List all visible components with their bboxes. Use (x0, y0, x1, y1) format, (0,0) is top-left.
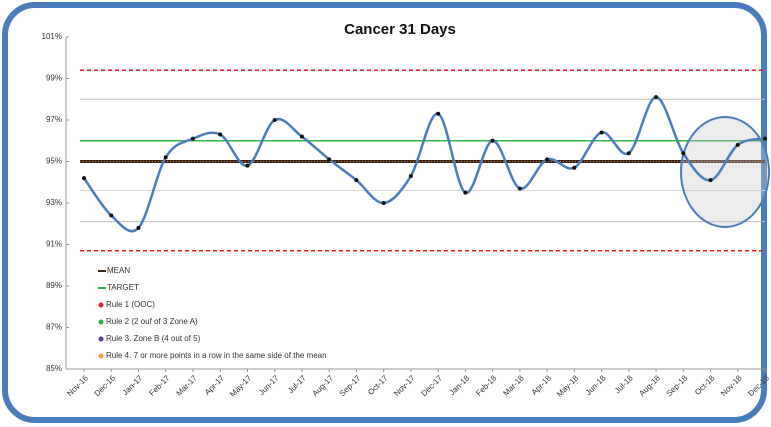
y-tick-label: 97% (46, 115, 62, 124)
y-tick-label: 99% (46, 74, 62, 83)
legend-label: TARGET (107, 283, 139, 292)
data-point (681, 151, 686, 156)
data-point (245, 163, 250, 168)
data-point (354, 178, 359, 183)
y-tick-label: 89% (46, 281, 62, 290)
legend-dot (98, 319, 104, 325)
data-point (517, 186, 522, 191)
data-point (82, 176, 86, 181)
y-tick-label: 101% (42, 32, 62, 41)
data-point (490, 138, 495, 143)
data-point (763, 136, 767, 141)
data-point (572, 165, 577, 170)
data-point (408, 174, 413, 179)
data-point (190, 136, 195, 141)
data-point (626, 151, 631, 156)
data-point (381, 201, 386, 205)
data-point (327, 157, 332, 162)
y-tick-label: 93% (46, 198, 62, 207)
legend-dot (98, 336, 104, 342)
data-point (163, 155, 168, 160)
chart-title: Cancer 31 Days (344, 21, 456, 38)
y-tick-label: 87% (46, 323, 62, 332)
data-point (272, 118, 277, 122)
legend-label: MEAN (107, 266, 130, 275)
data-point (109, 213, 114, 218)
y-tick-label: 91% (46, 240, 62, 249)
legend-dot (98, 353, 104, 359)
legend-dot (98, 302, 104, 308)
series-line (82, 95, 766, 233)
data-point (599, 130, 604, 135)
data-point (735, 142, 740, 147)
data-point (654, 95, 659, 100)
y-tick-label: 85% (46, 364, 62, 373)
data-point (299, 134, 304, 139)
legend-label: Rule 2 (2 ouf of 3 Zone A) (106, 317, 198, 326)
data-point (708, 178, 713, 183)
data-point (463, 190, 468, 195)
legend-label: Rule 3. Zone B (4 out of 5) (106, 334, 201, 343)
data-point (218, 132, 223, 137)
legend-label: Rule 1 (OOC) (106, 300, 155, 309)
legend-label: Rule 4. 7 or more points in a row in the… (106, 351, 327, 360)
data-point (545, 157, 550, 162)
frame (2, 2, 767, 423)
data-point (436, 111, 441, 116)
y-tick-label: 95% (46, 157, 62, 166)
data-point (136, 225, 141, 230)
highlight-circle (680, 116, 770, 228)
